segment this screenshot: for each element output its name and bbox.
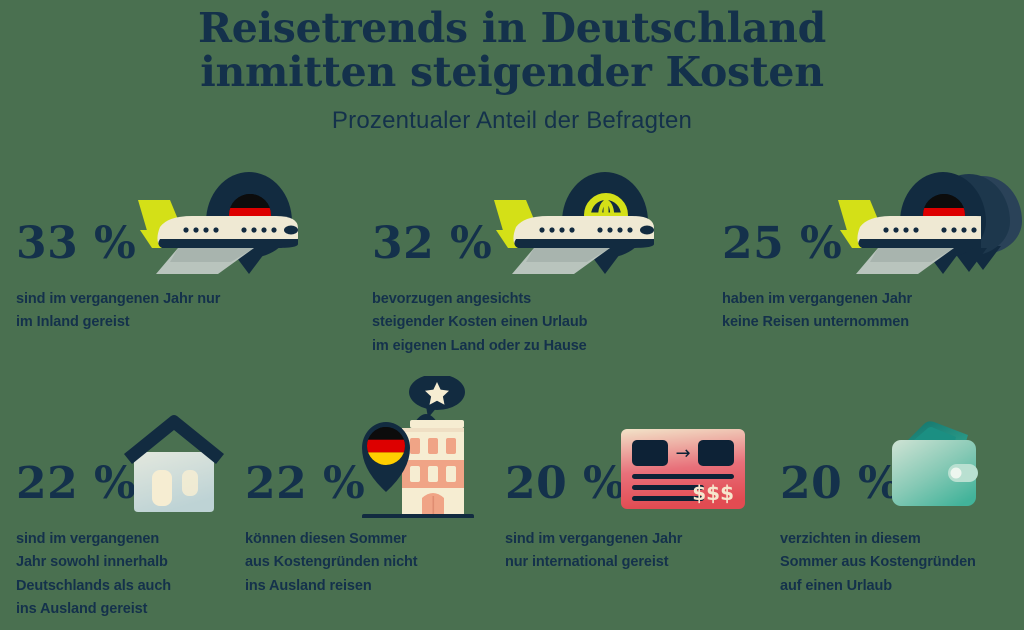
stat-description: bevorzugen angesichts steigender Kosten …	[372, 291, 588, 354]
origin-block	[632, 440, 668, 466]
stat-description: können diesen Sommer aus Kostengründen n…	[245, 531, 418, 594]
header: Reisetrends in Deutschland inmitten stei…	[0, 0, 1024, 135]
ground-line	[362, 514, 474, 519]
star-icon	[425, 382, 449, 405]
house-icon	[118, 408, 230, 523]
stat-description: verzichten in diesem Sommer aus Kostengr…	[780, 531, 976, 594]
page-title: Reisetrends in Deutschland inmitten stei…	[0, 6, 1024, 95]
stat-value: 25 %	[722, 218, 843, 269]
wallet-icon	[884, 418, 986, 515]
airplane-german-flag-pin-icon	[128, 172, 303, 277]
ticket-shape: → $$$	[621, 429, 745, 509]
stat-inland-only: 33 % sind im vergangenen Jahr nur im Inl…	[16, 222, 220, 335]
wallet-shape	[892, 421, 978, 506]
building-flag-pin-star-icon	[352, 374, 482, 523]
stat-international-only: 20 % sind im vergangenen Jahr nur intern…	[505, 462, 682, 575]
stat-value: 20 %	[505, 458, 626, 509]
airplane-shape	[138, 200, 298, 274]
stat-value: 32 %	[372, 218, 493, 269]
stat-description: sind im vergangenen Jahr nur im Inland g…	[16, 291, 221, 331]
destination-block	[698, 440, 734, 466]
stat-both-domestic-abroad: 22 % sind im vergangenen Jahr sowohl inn…	[16, 462, 171, 622]
airplane-stacked-flag-pins-icon	[828, 172, 1022, 277]
price-label: $$$	[692, 481, 734, 505]
page-subtitle: Prozentualer Anteil der Befragten	[331, 106, 693, 134]
stat-description: sind im vergangenen Jahr sowohl innerhal…	[16, 531, 172, 618]
stat-value: 20 %	[780, 458, 901, 509]
airplane-shape	[494, 200, 654, 274]
stat-description: haben im vergangenen Jahr keine Reisen u…	[722, 291, 913, 331]
stat-value: 33 %	[16, 218, 137, 269]
stat-no-travel: 25 % haben im vergangenen Jahr keine Rei…	[722, 222, 912, 335]
building-shape	[362, 374, 474, 519]
stat-description: sind im vergangenen Jahr nur internation…	[505, 531, 683, 571]
arrow-icon: →	[675, 443, 690, 464]
stat-skip-holiday: 20 % verzichten in diesem Sommer aus Kos…	[780, 462, 976, 598]
stat-cannot-travel-abroad: 22 % können diesen Sommer aus Kostengrün…	[245, 462, 418, 598]
title-line-2: inmitten steigender Kosten	[200, 48, 824, 97]
title-line-1: Reisetrends in Deutschland	[197, 4, 827, 52]
german-flag-icon	[367, 427, 405, 465]
house-shape	[124, 415, 224, 512]
airplane-shape	[838, 200, 981, 274]
stat-prefer-home-holiday: 32 % bevorzugen angesichts steigender Ko…	[372, 222, 587, 358]
airplane-globe-pin-icon	[484, 172, 659, 277]
stat-value: 22 %	[16, 458, 137, 509]
stat-value: 22 %	[245, 458, 366, 509]
boarding-pass-ticket-icon: → $$$	[620, 428, 746, 515]
